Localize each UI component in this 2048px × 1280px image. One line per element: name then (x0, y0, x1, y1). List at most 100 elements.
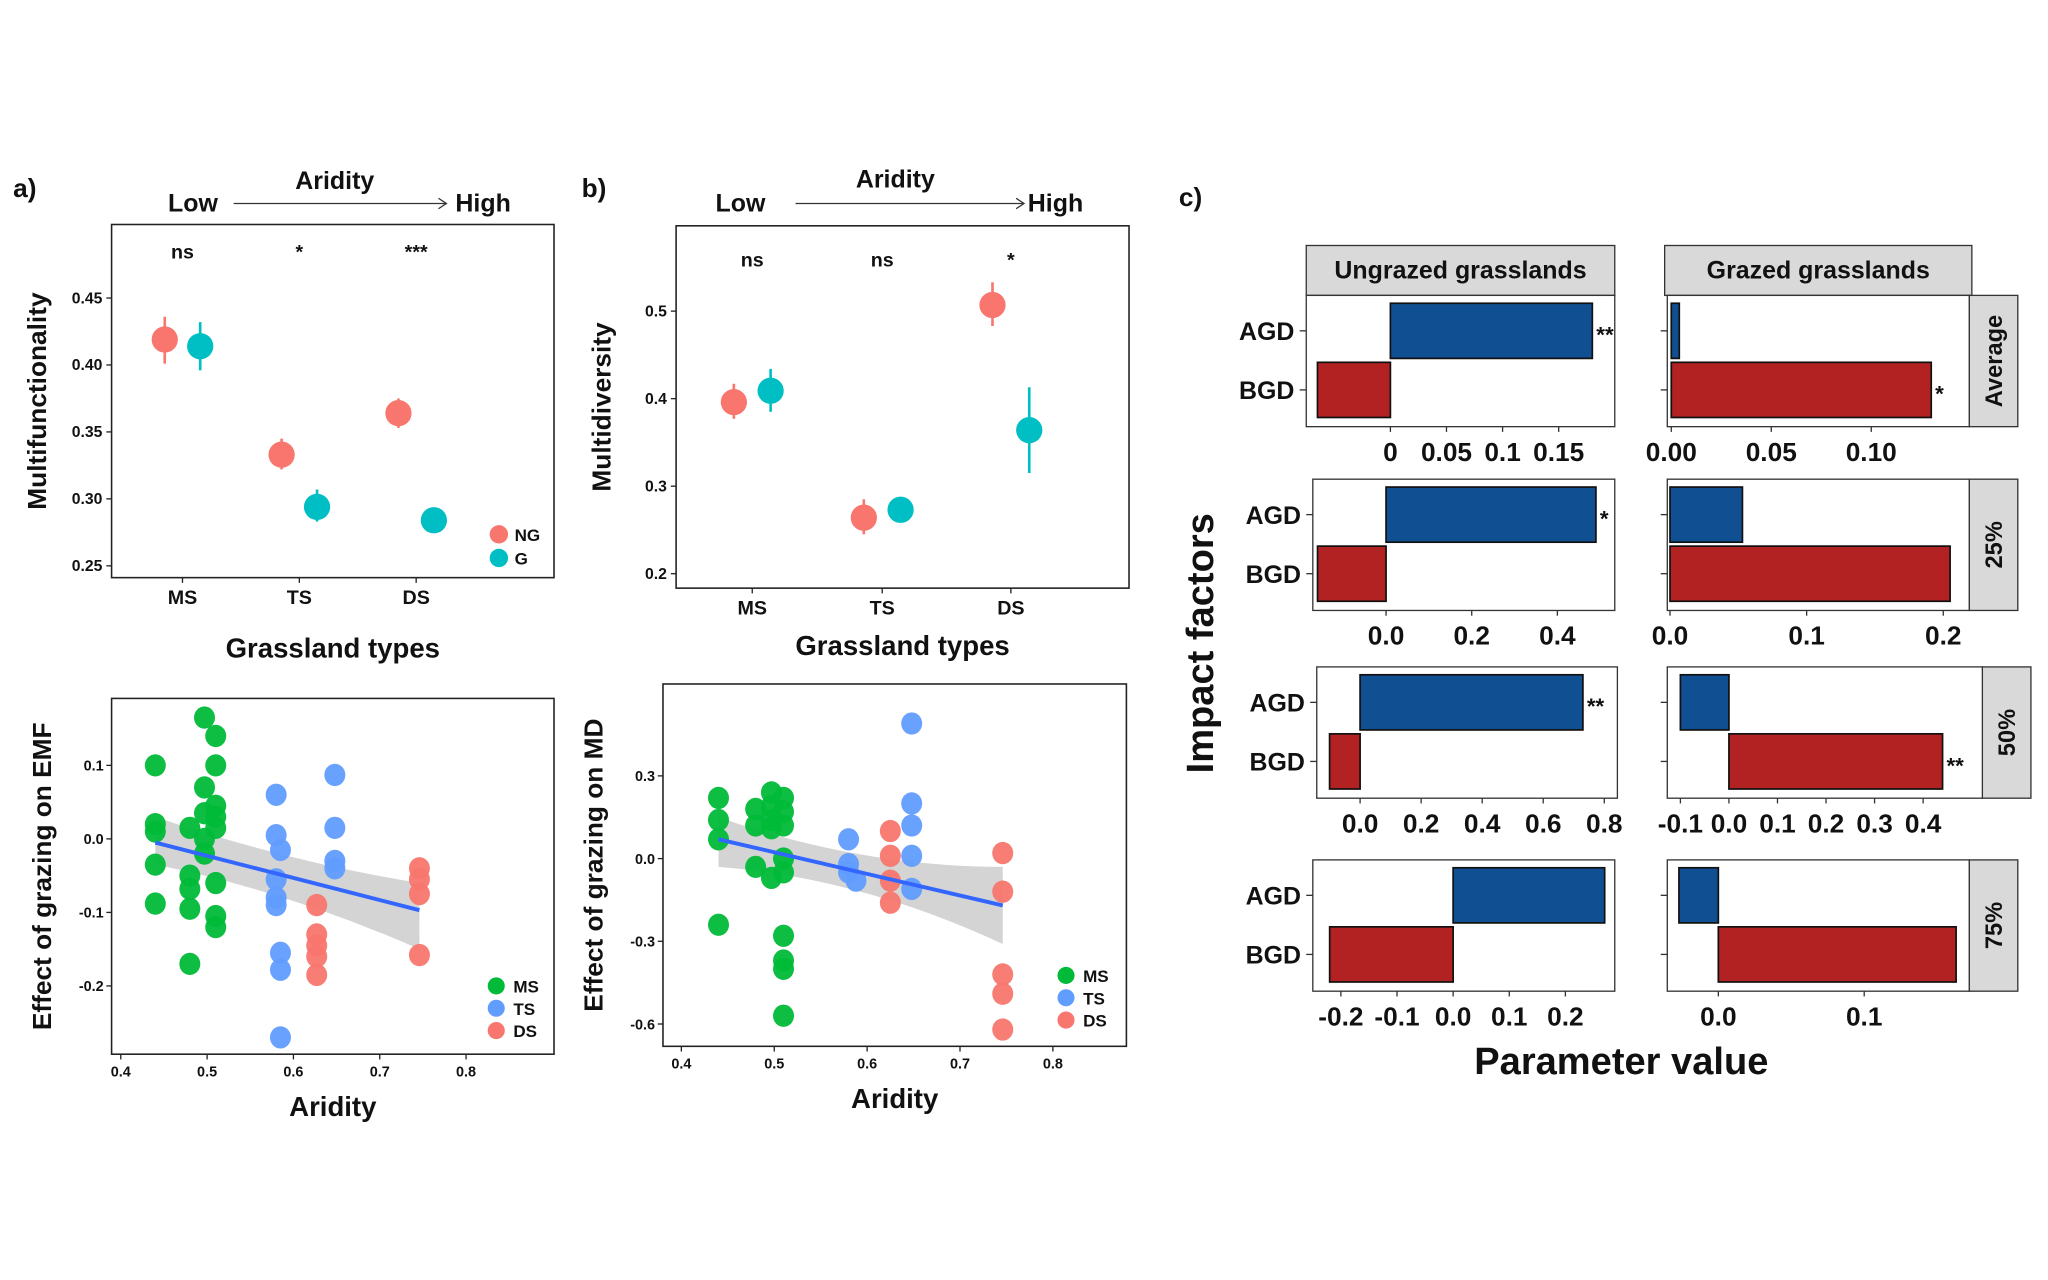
point-NG (385, 400, 412, 427)
facet-strip (1664, 244, 1973, 297)
y-tick-label: -0.1 (79, 906, 104, 922)
facet-strip-label: Grazed grasslands (1707, 256, 1930, 284)
x-tick-label: 0.7 (370, 1065, 390, 1081)
x-tick-label: 0.0 (1652, 621, 1689, 651)
point-DS (992, 880, 1014, 903)
y-tick-label: 0.45 (72, 290, 103, 307)
bar-AGD (1452, 866, 1606, 924)
bar-BGD (1316, 361, 1392, 419)
significance-label: ns (741, 250, 764, 272)
x-tick-label: 0.1 (1484, 437, 1521, 467)
x-tick-label: DS (997, 597, 1024, 619)
significance-label: ns (871, 250, 894, 272)
y-tick-label: 0.1 (84, 759, 104, 775)
x-tick-label: 0.1 (1759, 808, 1796, 838)
x-tick-label: 0.2 (1403, 808, 1440, 838)
point-TS (324, 816, 346, 840)
y-tick-label: 0.0 (84, 832, 104, 848)
point-TS (845, 869, 867, 892)
point-TS (901, 792, 923, 815)
point-MS (144, 820, 166, 843)
category-label: BGD (1250, 749, 1305, 777)
point-MS (745, 855, 767, 879)
point-G (757, 377, 784, 404)
x-tick-label: 0.0 (1435, 1001, 1472, 1031)
point-TS (324, 857, 346, 880)
bar-AGD (1385, 486, 1597, 544)
x-tick-label: 0.8 (1586, 808, 1623, 838)
legend-label: DS (1083, 1012, 1107, 1031)
point-MS (144, 853, 166, 876)
point-TS (324, 763, 346, 787)
regression-line (154, 840, 420, 913)
point-DS (992, 982, 1014, 1005)
y-tick-label: 0.2 (645, 566, 667, 583)
point-MS (708, 808, 730, 832)
y-axis-title: Effect of grazing on MD (579, 719, 609, 1012)
x-axis-title: Parameter value (1474, 1041, 1768, 1083)
point-DS (306, 945, 328, 968)
point-DS (992, 1018, 1014, 1041)
category-label: AGD (1246, 502, 1301, 530)
x-axis-title: Aridity (289, 1091, 377, 1122)
significance-label: ** (1946, 753, 1964, 778)
x-axis-title: Grassland types (226, 633, 440, 664)
y-tick-label: 0.3 (645, 478, 667, 495)
point-MS (773, 1004, 795, 1027)
panel-c: c) Ungrazed grasslands Grazed grasslands Av… (1179, 182, 2032, 1083)
x-tick-label: 0.4 (671, 1057, 691, 1073)
legend-label: TS (513, 1000, 535, 1019)
bar-AGD (1679, 673, 1730, 731)
x-tick-label: 0.6 (857, 1057, 877, 1073)
point-MS (194, 706, 216, 729)
point-G (303, 493, 331, 521)
x-tick-label: 0.10 (1846, 437, 1897, 467)
x-tick-label: 0.0 (1342, 808, 1379, 838)
bar-BGD (1328, 925, 1454, 983)
bar-BGD (1328, 733, 1361, 790)
category-label: AGD (1246, 883, 1301, 911)
facet-strip-label: 50% (1995, 709, 2021, 756)
y-tick-label: -0.2 (79, 979, 104, 995)
aridity-title: Aridity (295, 167, 374, 195)
point-TS (901, 712, 923, 735)
x-tick-label: 0.5 (764, 1057, 784, 1073)
plot-frame (110, 697, 555, 1055)
legend-swatch (489, 525, 509, 544)
y-tick-label: 0.0 (635, 852, 655, 868)
legend-label: NG (515, 526, 541, 545)
bar-BGD (1316, 545, 1387, 603)
confidence-band (155, 816, 420, 950)
x-tick-label: -0.1 (1374, 1001, 1419, 1031)
point-TS (901, 814, 923, 837)
point-NG (979, 291, 1006, 319)
point-MS (205, 871, 227, 895)
point-MS (179, 877, 201, 901)
panel-label: a) (13, 173, 36, 203)
significance-label: * (1935, 382, 1944, 407)
y-tick-label: 0.35 (72, 424, 103, 441)
x-tick-label: 0.1 (1491, 1001, 1528, 1031)
category-label: BGD (1246, 942, 1301, 970)
x-tick-label: 0.1 (1788, 621, 1825, 651)
legend-label: MS (513, 977, 539, 996)
point-DS (408, 882, 430, 906)
bar-BGD (1669, 545, 1951, 603)
legend-label: G (515, 550, 528, 569)
facet-strip-label: Average (1982, 315, 2008, 407)
point-MS (708, 913, 730, 936)
point-MS (773, 814, 795, 837)
category-label: AGD (1250, 690, 1305, 718)
y-tick-label: 0.5 (645, 303, 667, 320)
facet-strip (1305, 244, 1616, 297)
significance-label: *** (405, 242, 428, 264)
y-tick-label: 0.40 (72, 357, 103, 374)
arrow-head-icon (1015, 197, 1026, 210)
legend-swatch (489, 548, 509, 568)
point-G (187, 333, 214, 360)
significance-label: ns (171, 242, 194, 264)
regression-line (718, 837, 1004, 908)
category-label: AGD (1239, 318, 1294, 346)
bar-BGD (1670, 361, 1933, 419)
